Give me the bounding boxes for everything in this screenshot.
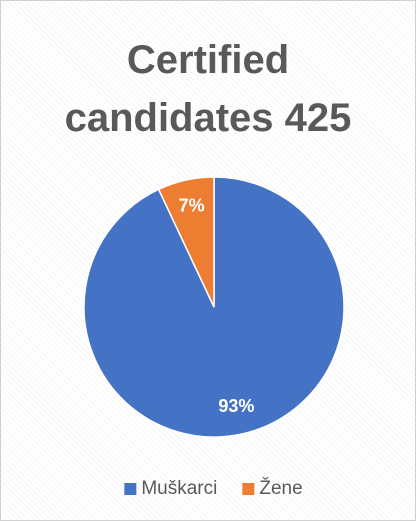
- data-label: 7%: [179, 196, 205, 216]
- data-label: 93%: [218, 396, 254, 416]
- pie-slice: [157, 176, 215, 308]
- legend-label: Žene: [259, 477, 302, 499]
- legend-label: Muškarci: [141, 478, 217, 499]
- legend-swatch: [242, 483, 255, 495]
- chart-title: Certified candidates 425: [64, 38, 352, 140]
- legend-swatch: [124, 483, 137, 495]
